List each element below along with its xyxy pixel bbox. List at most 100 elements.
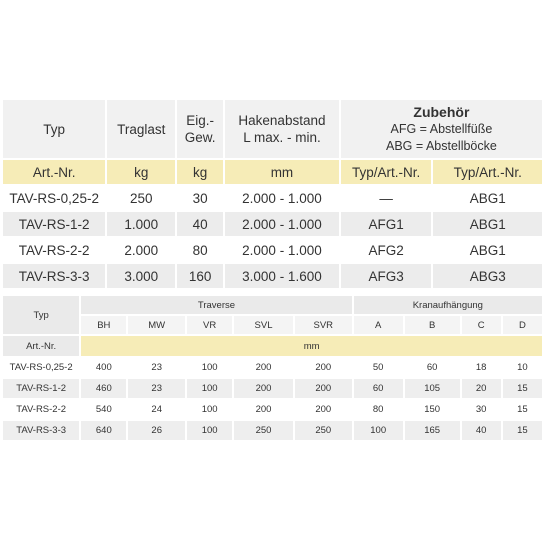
header-eigengewicht: Eig.- Gew. [177, 100, 224, 158]
cell-value: 200 [234, 400, 293, 419]
cell-value: 50 [353, 358, 403, 377]
cell-gewicht: 80 [177, 238, 224, 262]
group-kranaufhaengung: Kranaufhängung [353, 296, 542, 314]
cell-gewicht: 30 [177, 186, 224, 210]
zubehoer-afg: AFG = Abstellfüße [390, 121, 493, 136]
cell-value: 23 [128, 358, 186, 377]
unit-cell: kg [107, 160, 176, 184]
column-header: A [353, 316, 403, 334]
header-row: Typ Traglast Eig.- Gew. Hakenabstand L m… [3, 100, 542, 158]
cell-value: 200 [294, 379, 352, 398]
cell-abg: ABG1 [433, 238, 542, 262]
cell-value: 640 [81, 421, 127, 440]
cell-value: 100 [187, 421, 233, 440]
cell-value: 100 [187, 379, 233, 398]
zubehoer-title: Zubehör [413, 103, 470, 120]
cell-value: 24 [128, 400, 186, 419]
cell-traglast: 3.000 [107, 264, 176, 288]
cell-value: 200 [234, 358, 293, 377]
table-row: TAV-RS-3-3 3.000 160 3.000 - 1.600 AFG3 … [3, 264, 542, 288]
header-typ: Typ [3, 100, 106, 158]
cell-value: 60 [404, 358, 460, 377]
cell-hakenabstand: 2.000 - 1.000 [225, 186, 339, 210]
table-row: TAV-RS-2-2 540 24 100 200 200 80 150 30 … [3, 400, 542, 419]
table-row: TAV-RS-2-2 2.000 80 2.000 - 1.000 AFG2 A… [3, 238, 542, 262]
cell-typ: TAV-RS-0,25-2 [3, 358, 80, 377]
cell-gewicht: 160 [177, 264, 224, 288]
cell-value: 400 [81, 358, 127, 377]
column-header: MW [128, 316, 186, 334]
cell-abg: ABG1 [433, 212, 542, 236]
column-header-row: BH MW VR SVL SVR A B C D [3, 316, 542, 334]
units-row: Art.-Nr. kg kg mm Typ/Art.-Nr. Typ/Art.-… [3, 160, 542, 184]
cell-typ: TAV-RS-1-2 [3, 379, 80, 398]
cell-hakenabstand: 2.000 - 1.000 [225, 238, 339, 262]
cell-afg: — [340, 186, 432, 210]
cell-traglast: 2.000 [107, 238, 176, 262]
cell-typ: TAV-RS-0,25-2 [3, 186, 106, 210]
header-eig-line1: Eig.- [186, 113, 215, 128]
unit-cell: Art.-Nr. [3, 160, 106, 184]
cell-hakenabstand: 2.000 - 1.000 [225, 212, 339, 236]
cell-typ: TAV-RS-3-3 [3, 421, 80, 440]
cell-value: 18 [461, 358, 501, 377]
cell-value: 105 [404, 379, 460, 398]
cell-value: 10 [502, 358, 542, 377]
cell-value: 200 [294, 358, 352, 377]
cell-value: 460 [81, 379, 127, 398]
cell-value: 30 [461, 400, 501, 419]
unit-row: Art.-Nr. mm [3, 336, 542, 356]
table-row: TAV-RS-3-3 640 26 100 250 250 100 165 40… [3, 421, 542, 440]
cell-typ: TAV-RS-2-2 [3, 400, 80, 419]
cell-typ: TAV-RS-2-2 [3, 238, 106, 262]
header-haken-line2: L max. - min. [243, 130, 321, 145]
cell-value: 100 [353, 421, 403, 440]
column-header: B [404, 316, 460, 334]
cell-typ: TAV-RS-1-2 [3, 212, 106, 236]
unit-label: mm [81, 336, 542, 356]
table-row: TAV-RS-1-2 460 23 100 200 200 60 105 20 … [3, 379, 542, 398]
header-eig-line2: Gew. [184, 130, 216, 145]
column-header: BH [81, 316, 127, 334]
dimensions-table: Typ Traverse Kranaufhängung BH MW VR SVL… [1, 294, 544, 442]
cell-value: 540 [81, 400, 127, 419]
cell-gewicht: 40 [177, 212, 224, 236]
cell-value: 15 [502, 379, 542, 398]
cell-value: 100 [187, 400, 233, 419]
cell-abg: ABG3 [433, 264, 542, 288]
cell-value: 165 [404, 421, 460, 440]
column-header: SVR [294, 316, 352, 334]
cell-value: 100 [187, 358, 233, 377]
cell-value: 250 [294, 421, 352, 440]
unit-cell: mm [225, 160, 339, 184]
cell-value: 250 [234, 421, 293, 440]
header-traglast: Traglast [107, 100, 176, 158]
cell-traglast: 250 [107, 186, 176, 210]
unit-cell: Typ/Art.-Nr. [433, 160, 542, 184]
cell-abg: ABG1 [433, 186, 542, 210]
cell-value: 15 [502, 400, 542, 419]
cell-value: 150 [404, 400, 460, 419]
cell-value: 80 [353, 400, 403, 419]
cell-typ: TAV-RS-3-3 [3, 264, 106, 288]
table-row: TAV-RS-0,25-2 250 30 2.000 - 1.000 — ABG… [3, 186, 542, 210]
column-header: VR [187, 316, 233, 334]
group-header-row: Typ Traverse Kranaufhängung [3, 296, 542, 334]
cell-afg: AFG2 [340, 238, 432, 262]
cell-value: 200 [294, 400, 352, 419]
unit-cell: kg [177, 160, 224, 184]
cell-afg: AFG1 [340, 212, 432, 236]
load-capacity-table: Typ Traglast Eig.- Gew. Hakenabstand L m… [1, 98, 544, 290]
cell-afg: AFG3 [340, 264, 432, 288]
table-row: TAV-RS-1-2 1.000 40 2.000 - 1.000 AFG1 A… [3, 212, 542, 236]
zubehoer-abg: ABG = Abstellböcke [386, 138, 497, 153]
header-typ: Typ [3, 296, 80, 334]
cell-value: 23 [128, 379, 186, 398]
cell-value: 20 [461, 379, 501, 398]
group-traverse: Traverse [81, 296, 352, 314]
header-hakenabstand: Hakenabstand L max. - min. [225, 100, 339, 158]
table-row: TAV-RS-0,25-2 400 23 100 200 200 50 60 1… [3, 358, 542, 377]
column-header: D [502, 316, 542, 334]
cell-value: 26 [128, 421, 186, 440]
header-haken-line1: Hakenabstand [238, 113, 326, 128]
